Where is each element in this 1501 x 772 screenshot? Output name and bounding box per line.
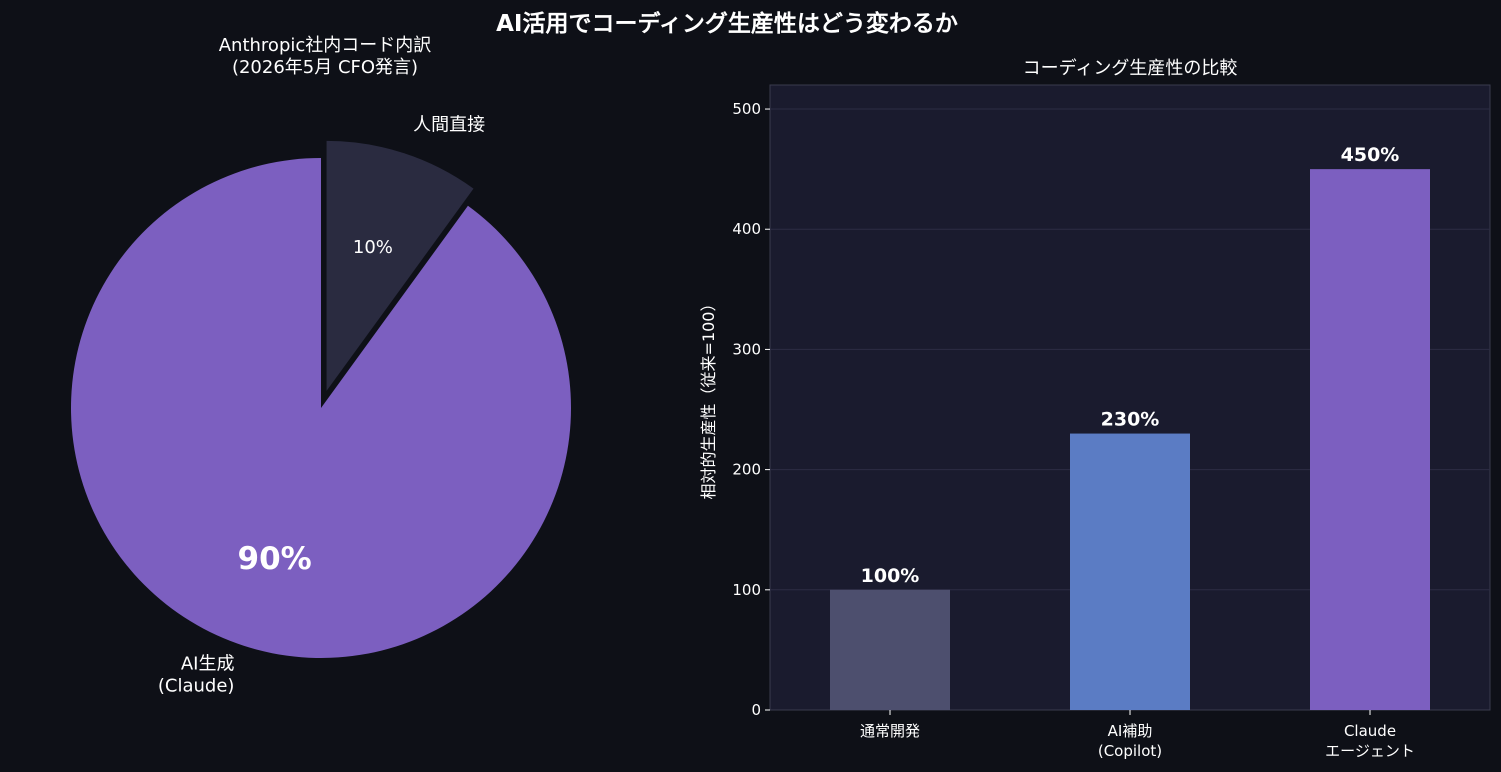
x-tick-label-0-line: 通常開発	[860, 722, 920, 740]
pie-slice-pct-1: 90%	[238, 541, 312, 577]
pie-title: Anthropic社内コード内訳(2026年5月 CFO発言)	[219, 35, 432, 78]
y-tick-label: 500	[732, 100, 761, 118]
y-tick-label: 300	[732, 340, 761, 358]
pie-slice-0	[326, 140, 474, 391]
y-axis-label: 相対的生産性（従来=100）	[699, 296, 718, 500]
pie-slice-label-1-line: (Claude)	[158, 675, 235, 696]
pie-title-line: Anthropic社内コード内訳	[219, 35, 432, 56]
bar-1	[1070, 433, 1190, 710]
x-tick-label-2: Claude エージェント	[1325, 722, 1415, 760]
x-tick-label-0: 通常開発	[860, 722, 920, 740]
pie-chart: Anthropic社内コード内訳(2026年5月 CFO発言) 10% 人間直接 90…	[71, 35, 572, 696]
y-tick-label: 0	[751, 701, 761, 719]
y-tick-label: 400	[732, 220, 761, 238]
pie-slice-label-0-line: 人間直接	[413, 115, 485, 136]
pie-slice-label-1-line: AI生成	[181, 653, 235, 674]
bar-chart-title: コーディング生産性の比較	[1023, 58, 1238, 79]
figure-title: AI活用でコーディング生産性はどう変わるか	[496, 10, 958, 37]
pie-slice-1	[71, 158, 572, 658]
bar-2	[1310, 169, 1430, 710]
x-tick-label-1-line: AI補助	[1108, 722, 1153, 740]
bar-value-label-0: 100%	[861, 565, 920, 587]
y-tick-label: 100	[732, 581, 761, 599]
pie-slice-label-1: AI生成(Claude)	[158, 653, 235, 696]
x-tick-label-1-line: (Copilot)	[1098, 742, 1162, 760]
bar-value-label-1: 230%	[1101, 409, 1160, 431]
bar-0	[830, 589, 950, 710]
y-tick-label: 200	[732, 461, 761, 479]
bar-value-label-2: 450%	[1341, 144, 1400, 166]
x-tick-label-2-line: Claude	[1344, 722, 1396, 740]
pie-slice-pct-0: 10%	[353, 237, 393, 258]
x-tick-label-1: AI補助 (Copilot)	[1098, 722, 1162, 760]
x-tick-label-2-line: エージェント	[1325, 742, 1415, 760]
pie-title-line: (2026年5月 CFO発言)	[232, 57, 418, 78]
bar-chart: コーディング生産性の比較 0 100 200 300 400 500 相対的生産性（従来=10…	[699, 58, 1491, 760]
pie-slice-label-0: 人間直接	[413, 115, 485, 136]
